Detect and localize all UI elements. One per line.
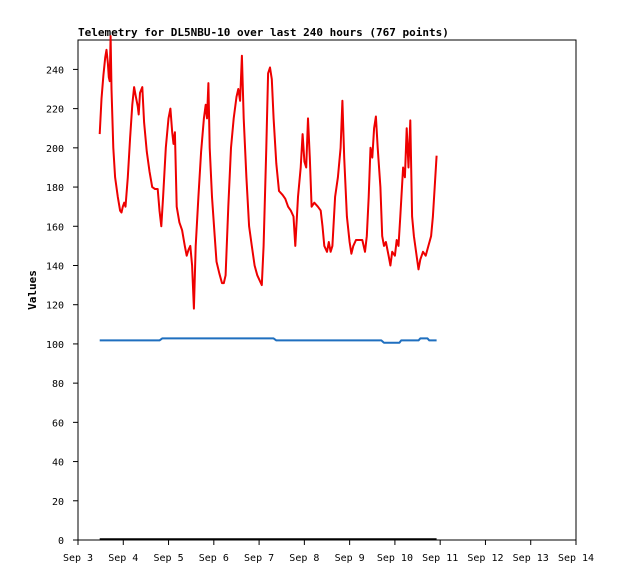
y-tick-label: 140: [46, 261, 64, 272]
y-tick-label: 160: [46, 222, 64, 233]
x-tick-label: Sep 9: [335, 553, 365, 564]
plot-frame: [77, 39, 577, 541]
y-axis-label: Values: [26, 270, 39, 310]
x-tick-label: Sep 10: [377, 553, 413, 564]
series-layer: [98, 35, 438, 541]
x-tick-label: Sep 13: [513, 553, 549, 564]
y-tick-label: 80: [52, 379, 64, 390]
y-tick-label: 40: [52, 458, 64, 469]
x-tick-label: Sep 11: [422, 553, 458, 564]
x-tick-label: Sep 6: [199, 553, 229, 564]
x-tick-label: Sep 5: [153, 553, 183, 564]
x-tick-label: Sep 12: [467, 553, 503, 564]
x-tick-label: Sep 7: [244, 553, 274, 564]
y-axis-ticks: 0 20 40 60 80 100 120 140 160 180 200 220 240: [46, 65, 78, 547]
x-tick-label: Sep 4: [108, 553, 138, 564]
y-tick-label: 60: [52, 418, 64, 429]
x-tick-label: Sep 14: [558, 553, 594, 564]
chart-title: Telemetry for DL5NBU-10 over last 240 ho…: [78, 26, 449, 39]
y-tick-label: 120: [46, 301, 64, 312]
series-line-2: [99, 337, 437, 344]
x-axis-ticks: Sep 3 Sep 4 Sep 5 Sep 6 Sep 7 Sep 8 Sep 9 Sep 1…: [63, 540, 594, 564]
y-tick-label: 180: [46, 183, 64, 194]
x-tick-label: Sep 3: [63, 553, 93, 564]
y-tick-label: 200: [46, 144, 64, 155]
series-line-1: [98, 35, 438, 310]
x-tick-label: Sep 8: [289, 553, 319, 564]
y-tick-label: 220: [46, 105, 64, 116]
y-tick-label: 240: [46, 65, 64, 76]
y-tick-label: 0: [58, 536, 64, 547]
y-tick-label: 20: [52, 497, 64, 508]
y-tick-label: 100: [46, 340, 64, 351]
